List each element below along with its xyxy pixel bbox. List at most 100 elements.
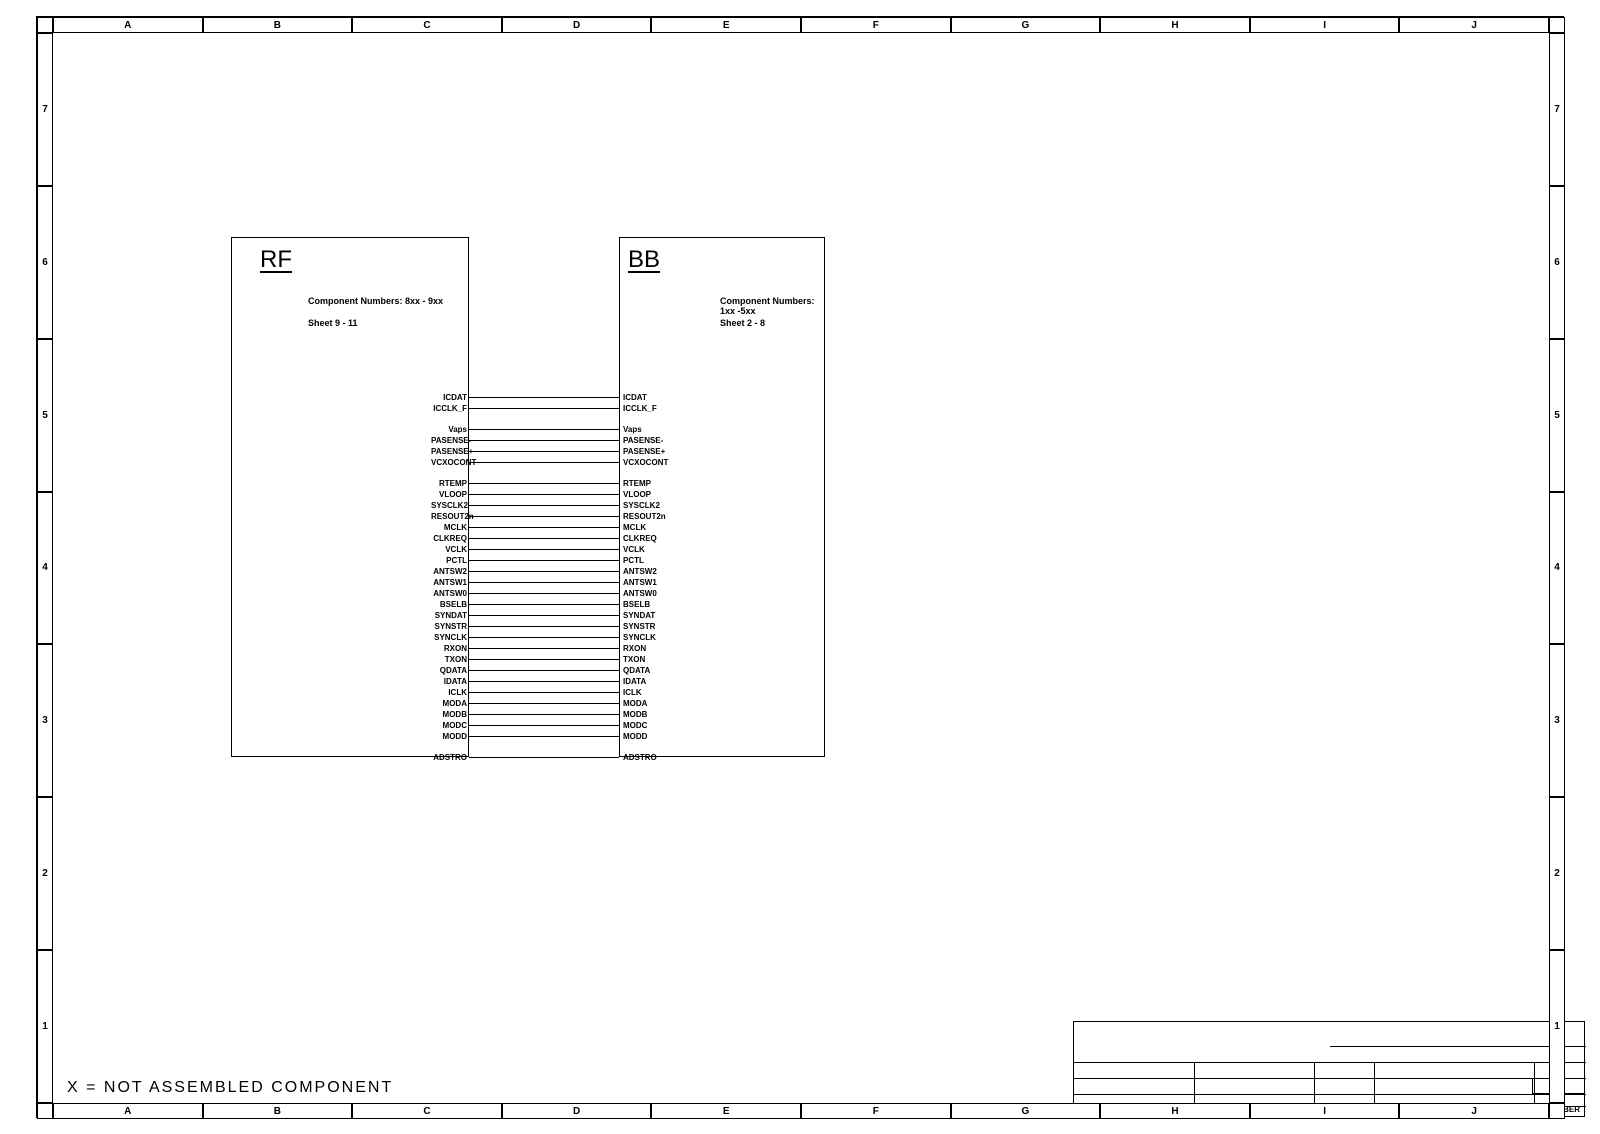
grid-row-7: 7: [37, 33, 53, 186]
signal-ANTSW2-r: ANTSW2: [623, 567, 657, 576]
assembly-note: X = NOT ASSEMBLED COMPONENT: [67, 1079, 393, 1097]
signal-VCXOCONT-r: VCXOCONT: [623, 458, 668, 467]
signal-ICDAT-r: ICDAT: [623, 393, 647, 402]
block-bb-sheets: Sheet 2 - 8: [720, 318, 765, 328]
signal-MCLK-r: MCLK: [623, 523, 646, 532]
wire-PASENSE+: [469, 451, 619, 452]
signal-ICLK: ICLK: [431, 688, 467, 697]
wire-TXON: [469, 659, 619, 660]
grid-col-E: E: [651, 17, 801, 33]
schematic-frame: RF Component Numbers: 8xx - 9xx Sheet 9 …: [36, 16, 1564, 1118]
signal-VLOOP: VLOOP: [431, 490, 467, 499]
signal-BSELB: BSELB: [431, 600, 467, 609]
signal-RXON: RXON: [431, 644, 467, 653]
signal-BSELB-r: BSELB: [623, 600, 650, 609]
grid-col-B: B: [203, 17, 353, 33]
wire-MODA: [469, 703, 619, 704]
wire-ANTSW1: [469, 582, 619, 583]
signal-RTEMP-r: RTEMP: [623, 479, 651, 488]
wire-ANTSW2: [469, 571, 619, 572]
block-rf-components: Component Numbers: 8xx - 9xx: [308, 296, 443, 306]
signal-PASENSE--r: PASENSE-: [623, 436, 663, 445]
signal-TXON-r: TXON: [623, 655, 645, 664]
wire-IDATA: [469, 681, 619, 682]
wire-SYSCLK2: [469, 505, 619, 506]
grid-row-6: 6: [37, 186, 53, 339]
signal-SYNCLK-r: SYNCLK: [623, 633, 656, 642]
signal-MODB: MODB: [431, 710, 467, 719]
signal-Vaps-r: Vaps: [623, 425, 642, 434]
grid-col-B: B: [203, 1103, 353, 1119]
wire-VCXOCONT: [469, 462, 619, 463]
grid-col-C: C: [352, 17, 502, 33]
grid-row-5: 5: [37, 339, 53, 492]
titleblock-hline: [1074, 1062, 1586, 1063]
wire-MODC: [469, 725, 619, 726]
wire-VCLK: [469, 549, 619, 550]
signal-PASENSE+: PASENSE+: [431, 447, 467, 456]
grid-row-1: 1: [37, 950, 53, 1103]
grid-col-H: H: [1100, 17, 1250, 33]
signal-TXON: TXON: [431, 655, 467, 664]
signal-MODC: MODC: [431, 721, 467, 730]
signal-QDATA: QDATA: [431, 666, 467, 675]
grid-col-J: J: [1399, 17, 1549, 33]
grid-col-J: J: [1399, 1103, 1549, 1119]
signal-MCLK: MCLK: [431, 523, 467, 532]
signal-ANTSW1: ANTSW1: [431, 578, 467, 587]
wire-PCTL: [469, 560, 619, 561]
signal-QDATA-r: QDATA: [623, 666, 650, 675]
signal-MODD: MODD: [431, 732, 467, 741]
grid-corner: [37, 1103, 53, 1119]
grid-corner: [1549, 17, 1565, 33]
grid-row-6: 6: [1549, 186, 1565, 339]
grid-row-3: 3: [1549, 644, 1565, 797]
signal-ICCLK_F-r: ICCLK_F: [623, 404, 657, 413]
signal-MODA: MODA: [431, 699, 467, 708]
signal-MODC-r: MODC: [623, 721, 647, 730]
grid-col-I: I: [1250, 1103, 1400, 1119]
wire-PASENSE-: [469, 440, 619, 441]
signal-VCLK-r: VCLK: [623, 545, 645, 554]
grid-corner: [1549, 1103, 1565, 1119]
grid-col-C: C: [352, 1103, 502, 1119]
wire-BSELB: [469, 604, 619, 605]
block-rf-sheets: Sheet 9 - 11: [308, 318, 358, 328]
grid-col-H: H: [1100, 1103, 1250, 1119]
wire-Vaps: [469, 429, 619, 430]
signal-IDATA: IDATA: [431, 677, 467, 686]
signal-SYSCLK2-r: SYSCLK2: [623, 501, 660, 510]
grid-row-4: 4: [1549, 492, 1565, 645]
grid-row-1: 1: [1549, 950, 1565, 1103]
grid-col-D: D: [502, 1103, 652, 1119]
wire-RXON: [469, 648, 619, 649]
signal-PCTL: PCTL: [431, 556, 467, 565]
signal-SYNSTR: SYNSTR: [431, 622, 467, 631]
grid-row-2: 2: [1549, 797, 1565, 950]
signal-ICLK-r: ICLK: [623, 688, 642, 697]
grid-col-F: F: [801, 17, 951, 33]
wire-VLOOP: [469, 494, 619, 495]
signal-CLKREQ: CLKREQ: [431, 534, 467, 543]
grid-col-I: I: [1250, 17, 1400, 33]
signal-IDATA-r: IDATA: [623, 677, 646, 686]
wire-RESOUT2n: [469, 516, 619, 517]
grid-col-G: G: [951, 1103, 1101, 1119]
signal-PASENSE-: PASENSE-: [431, 436, 467, 445]
signal-SYNSTR-r: SYNSTR: [623, 622, 655, 631]
signal-VLOOP-r: VLOOP: [623, 490, 651, 499]
grid-col-A: A: [53, 1103, 203, 1119]
wire-ADSTRO: [469, 757, 619, 758]
wire-SYNCLK: [469, 637, 619, 638]
wire-RTEMP: [469, 483, 619, 484]
wire-ICLK: [469, 692, 619, 693]
block-bb-title: BB: [628, 246, 660, 274]
wire-MODB: [469, 714, 619, 715]
signal-PCTL-r: PCTL: [623, 556, 644, 565]
signal-VCXOCONT: VCXOCONT: [431, 458, 467, 467]
titleblock-hline: [1074, 1094, 1586, 1095]
signal-RESOUT2n-r: RESOUT2n: [623, 512, 666, 521]
signal-ICDAT: ICDAT: [431, 393, 467, 402]
signal-CLKREQ-r: CLKREQ: [623, 534, 657, 543]
signal-RXON-r: RXON: [623, 644, 646, 653]
